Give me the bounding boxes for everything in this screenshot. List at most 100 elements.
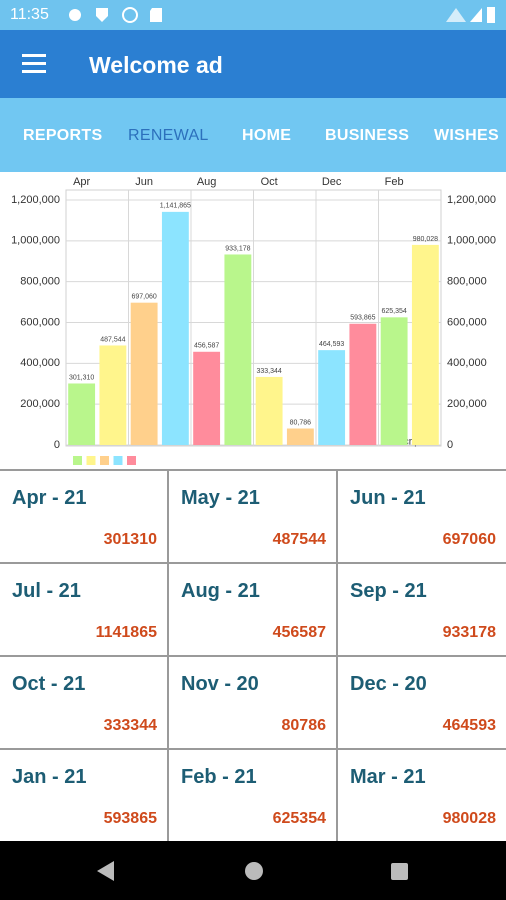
y2-tick-label: 200,000 xyxy=(447,398,487,410)
card-value: 980028 xyxy=(442,810,496,827)
value-label: 980,028 xyxy=(413,236,438,243)
tab[interactable]: HOME xyxy=(242,127,292,144)
value-label: 80,786 xyxy=(290,419,312,426)
y-tick-label: 400,000 xyxy=(20,357,60,369)
value-label: 333,344 xyxy=(256,368,281,375)
y2-tick-label: 1,200,000 xyxy=(447,194,496,206)
y-tick-label: 800,000 xyxy=(20,276,60,288)
tab[interactable]: WISHES xyxy=(434,127,499,144)
bar xyxy=(255,376,283,445)
card-value: 80786 xyxy=(281,717,327,734)
month-card[interactable]: Jul - 21 1141865 xyxy=(0,564,169,657)
menu-button[interactable] xyxy=(22,52,52,76)
app-title: Welcome ad xyxy=(89,52,223,78)
legend-swatch xyxy=(127,456,136,465)
value-label: 301,310 xyxy=(69,374,94,381)
y-tick-label: 200,000 xyxy=(20,398,60,410)
y2-tick-label: 400,000 xyxy=(447,357,487,369)
month-card[interactable]: Sep - 21 933178 xyxy=(338,564,506,657)
card-label: Feb - 21 xyxy=(181,766,257,788)
y2-tick-label: 800,000 xyxy=(447,276,487,288)
card-label: Nov - 20 xyxy=(181,673,259,695)
recents-button[interactable] xyxy=(391,863,408,880)
month-card[interactable]: Mar - 21 980028 xyxy=(338,750,506,843)
card-label: Jun - 21 xyxy=(350,487,426,509)
legend-label: Description xyxy=(386,437,436,448)
card-value: 697060 xyxy=(442,531,496,548)
bar xyxy=(286,428,314,445)
y-tick-label: 0 xyxy=(54,439,60,451)
bar xyxy=(130,302,158,445)
x-tick-label: Feb xyxy=(385,176,404,188)
status-icons xyxy=(69,7,495,23)
card-label: Mar - 21 xyxy=(350,766,426,788)
legend-swatch xyxy=(100,456,109,465)
card-label: Jan - 21 xyxy=(12,766,87,788)
month-card[interactable]: Feb - 21 625354 xyxy=(169,750,338,843)
clock: 11:35 xyxy=(10,6,49,23)
card-label: Dec - 20 xyxy=(350,673,427,695)
value-label: 593,865 xyxy=(350,315,375,322)
x-tick-label: Apr xyxy=(73,176,90,188)
tab-bar: REPORTS RENEWAL HOME BUSINESS WISHES xyxy=(0,98,506,172)
card-value: 301310 xyxy=(103,531,157,548)
bar xyxy=(318,350,346,445)
y-tick-label: 1,000,000 xyxy=(11,235,60,247)
card-value: 487544 xyxy=(272,531,326,548)
bar xyxy=(224,254,252,445)
legend-swatch xyxy=(113,456,123,465)
x-tick-label: Oct xyxy=(261,176,278,188)
month-card[interactable]: Oct - 21 333344 xyxy=(0,657,169,750)
tab[interactable]: RENEWAL xyxy=(128,127,209,144)
app-bar: Welcome ad xyxy=(0,30,506,98)
card-value: 933178 xyxy=(442,624,496,641)
value-label: 464,593 xyxy=(319,341,344,348)
month-card[interactable]: Nov - 20 80786 xyxy=(169,657,338,750)
status-bar: 11:35 xyxy=(0,0,506,30)
battery-icon xyxy=(487,7,495,23)
card-label: Jul - 21 xyxy=(12,580,81,602)
back-button[interactable] xyxy=(97,861,114,881)
card-value: 625354 xyxy=(272,810,326,827)
value-label: 456,587 xyxy=(194,343,219,350)
nav-bar xyxy=(0,841,506,900)
y-tick-label: 600,000 xyxy=(20,316,60,328)
card-label: Aug - 21 xyxy=(181,580,260,602)
month-card[interactable]: Aug - 21 456587 xyxy=(169,564,338,657)
card-label: May - 21 xyxy=(181,487,260,509)
card-label: Sep - 21 xyxy=(350,580,427,602)
month-card[interactable]: Apr - 21 301310 xyxy=(0,471,169,564)
y2-tick-label: 600,000 xyxy=(447,316,487,328)
signal-icon xyxy=(470,8,482,22)
month-card[interactable]: Jan - 21 593865 xyxy=(0,750,169,843)
month-card[interactable]: May - 21 487544 xyxy=(169,471,338,564)
shield-icon xyxy=(96,8,108,22)
chart: Description 0 200,000 400,000 600,000 800,00… xyxy=(11,176,496,465)
tab[interactable]: BUSINESS xyxy=(325,127,410,144)
card-grid: Apr - 21 301310 May - 21 487544 Jun - 21 6970… xyxy=(0,469,506,843)
sync-icon xyxy=(122,7,138,23)
bar xyxy=(380,317,408,445)
y-tick-label: 1,200,000 xyxy=(11,194,60,206)
month-card[interactable]: Jun - 21 697060 xyxy=(338,471,506,564)
card-value: 464593 xyxy=(442,717,496,734)
y2-tick-label: 0 xyxy=(447,439,453,451)
x-tick-label: Dec xyxy=(322,176,342,188)
card-value: 1141865 xyxy=(95,624,157,641)
x-tick-label: Jun xyxy=(135,176,153,188)
legend-swatch xyxy=(86,456,96,465)
value-label: 625,354 xyxy=(381,308,406,315)
bar xyxy=(411,244,439,445)
x-tick-label: Aug xyxy=(197,176,217,188)
value-label: 933,178 xyxy=(225,245,250,252)
legend-swatch xyxy=(73,456,82,465)
bar xyxy=(99,345,127,445)
tab[interactable]: REPORTS xyxy=(23,127,103,144)
card-value: 456587 xyxy=(272,624,326,641)
month-card[interactable]: Dec - 20 464593 xyxy=(338,657,506,750)
home-button[interactable] xyxy=(245,862,263,880)
settings-icon xyxy=(69,9,81,21)
bar xyxy=(349,323,377,445)
value-label: 697,060 xyxy=(131,294,156,301)
